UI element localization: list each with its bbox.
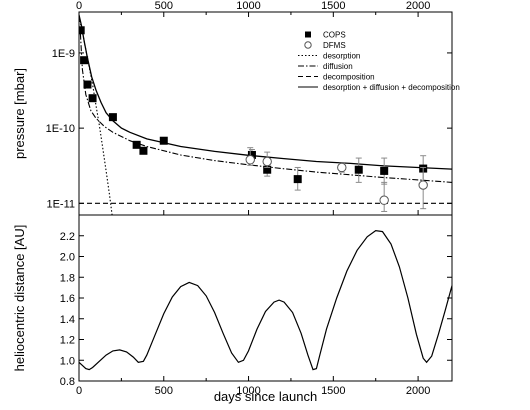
- cops-point: [380, 166, 389, 175]
- top-x-tick-label: 1000: [236, 0, 260, 12]
- legend-label: decomposition: [323, 73, 375, 82]
- bottom-x-tick-label: 0: [76, 385, 82, 397]
- top-x-tick-label: 1500: [321, 0, 345, 12]
- legend-cops-marker: [305, 31, 311, 38]
- cops-point: [108, 113, 117, 122]
- dfms-point: [245, 155, 255, 165]
- pressure-series-clip: [79, 14, 452, 215]
- top-y-tick-label: 1E-9: [52, 48, 75, 60]
- dfms-point: [418, 180, 428, 190]
- series-line-solid: [79, 14, 452, 170]
- legend-label: DFMS: [323, 41, 346, 50]
- distance-axis-title: heliocentric distance [AU]: [12, 225, 27, 372]
- top-x-tick-label: 500: [155, 0, 173, 12]
- cops-point: [80, 56, 89, 65]
- top-x-tick-label: 0: [76, 0, 82, 12]
- cops-point: [354, 165, 363, 174]
- distance-series: [78, 229, 453, 371]
- legend-label: diffusion: [323, 62, 353, 71]
- pressure-axis-title: pressure [mbar]: [12, 68, 27, 159]
- days-axis-title: days since launch: [214, 389, 317, 404]
- pressure-plot-frame: [78, 11, 453, 216]
- bottom-y-tick-label: 1.4: [60, 314, 75, 326]
- distance-panel: 0 500 1000 1500 2000 0.8 1.0 1.2 1.4 1.6 1.8 2.0 2.2…: [12, 214, 453, 404]
- series-line-dotted: [79, 16, 113, 215]
- bottom-y-tick-label: 1.8: [60, 272, 75, 284]
- legend-dfms-marker: [304, 41, 312, 49]
- cops-point: [247, 150, 256, 159]
- distance-ticks: 0 500 1000 1500 2000 0.8 1.0 1.2 1.4 1.6 1.8 2.0 2.2: [60, 231, 452, 397]
- bottom-y-tick-label: 2.2: [60, 231, 75, 243]
- bottom-y-tick-label: 2.0: [60, 252, 75, 264]
- dfms-point: [262, 156, 272, 167]
- pressure-series: [79, 14, 452, 215]
- cops-point: [79, 26, 85, 35]
- bottom-y-tick-label: 1.6: [60, 293, 75, 305]
- cops-point: [263, 165, 272, 174]
- bottom-x-tick-label: 2000: [406, 385, 430, 397]
- distance-plot-frame: [78, 214, 453, 382]
- legend-label: desorption: [323, 52, 360, 61]
- bottom-x-tick-label: 500: [155, 385, 173, 397]
- cops-point: [139, 146, 148, 155]
- legend-label: desorption + diffusion + decomposition: [323, 83, 460, 92]
- cops-point: [88, 94, 97, 103]
- cops-point: [83, 80, 92, 89]
- cops-point: [159, 136, 168, 145]
- cops-point: [132, 140, 141, 149]
- bottom-x-tick-label: 1000: [236, 385, 260, 397]
- bottom-x-tick-label: 1500: [321, 385, 345, 397]
- top-y-tick-label: 1E-10: [46, 123, 75, 135]
- top-y-tick-label: 1E-11: [46, 198, 75, 210]
- dfms-point: [337, 162, 347, 173]
- bottom-y-tick-label: 1.0: [60, 355, 75, 367]
- cops-point: [293, 175, 302, 184]
- series-line-dash-dot: [79, 33, 452, 183]
- pressure-ticks: 0 500 1000 1500 2000 1E-11 1E-10 1E-9: [46, 0, 452, 215]
- bottom-y-tick-label: 0.8: [60, 376, 75, 388]
- top-x-tick-label: 2000: [406, 0, 430, 12]
- legend-label: COPS: [323, 31, 346, 40]
- heliocentric-distance-line: [78, 229, 453, 371]
- dfms-point: [379, 195, 389, 205]
- bottom-y-tick-label: 1.2: [60, 335, 75, 347]
